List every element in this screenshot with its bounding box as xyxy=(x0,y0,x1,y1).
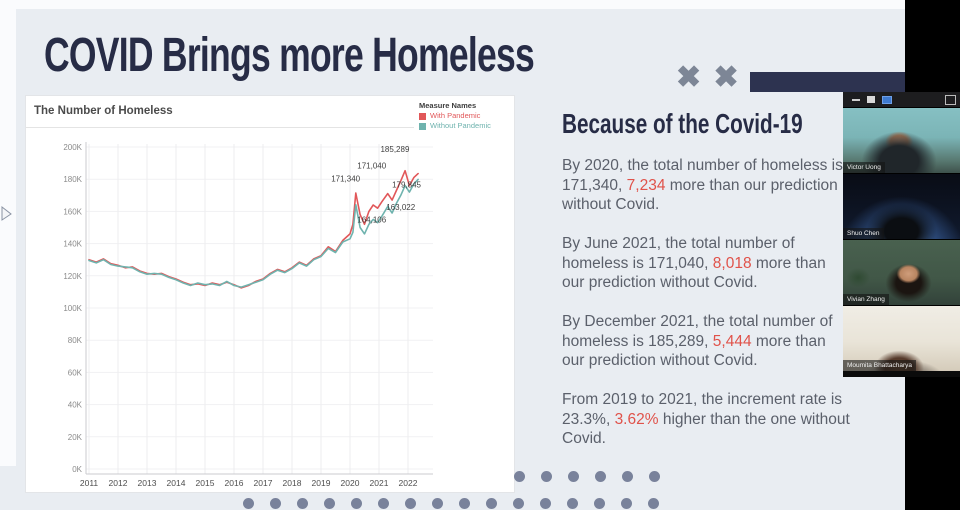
dot-decoration xyxy=(324,498,335,509)
dot-decoration xyxy=(514,471,525,482)
dot-decoration xyxy=(378,498,389,509)
dot-decoration xyxy=(486,498,497,509)
chart-title: The Number of Homeless xyxy=(34,105,173,117)
dot-decoration xyxy=(459,498,470,509)
paragraph: By December 2021, the total number of ho… xyxy=(562,313,833,370)
mouse-cursor-icon xyxy=(1,206,12,221)
chart-plot: 0K 20K 40K 60K 80K 100K 120K 140K 160K 180K 200K 20… xyxy=(63,142,433,488)
participant-name: Shuo Chen xyxy=(843,227,884,239)
svg-text:2011: 2011 xyxy=(80,478,99,488)
participant-name: Moumita Bhattacharya xyxy=(843,359,917,371)
svg-text:80K: 80K xyxy=(68,336,83,345)
legend-items: With Pandemic Without Pandemic xyxy=(419,111,513,131)
chart-title-divider xyxy=(26,127,414,128)
maximize-icon[interactable] xyxy=(867,96,875,103)
svg-text:2019: 2019 xyxy=(312,478,331,488)
svg-text:179,845: 179,845 xyxy=(392,180,421,189)
restore-window-icon[interactable] xyxy=(945,95,956,105)
svg-text:180K: 180K xyxy=(63,175,82,184)
svg-text:2017: 2017 xyxy=(254,478,273,488)
dot-decoration xyxy=(568,471,579,482)
slide-subheading: Because of the Covid-19 xyxy=(562,108,803,139)
paragraph: By 2020, the total number of homeless is… xyxy=(562,157,843,214)
x-marks-decoration-icon: ✖ ✖ xyxy=(676,61,741,94)
dots-row-bottom xyxy=(243,498,675,509)
dot-decoration xyxy=(513,498,524,509)
dot-decoration xyxy=(540,498,551,509)
dot-decoration xyxy=(567,498,578,509)
svg-text:2021: 2021 xyxy=(370,478,389,488)
participant-tile[interactable]: Victor Uong xyxy=(843,107,960,173)
paragraph: From 2019 to 2021, the increment rate is… xyxy=(562,391,850,448)
svg-text:185,289: 185,289 xyxy=(380,145,409,154)
svg-text:164,106: 164,106 xyxy=(357,216,386,225)
video-call-window: Victor Uong Shuo Chen Vivian Zhang Moumita … xyxy=(843,92,960,377)
svg-text:120K: 120K xyxy=(63,272,82,281)
svg-text:2022: 2022 xyxy=(399,478,418,488)
dot-decoration xyxy=(595,471,606,482)
highlighted-stat: 5,444 xyxy=(712,332,752,350)
highlighted-stat: 7,234 xyxy=(626,176,666,194)
svg-text:60K: 60K xyxy=(68,368,83,377)
svg-text:140K: 140K xyxy=(63,240,82,249)
svg-text:2015: 2015 xyxy=(196,478,215,488)
dot-decoration xyxy=(594,498,605,509)
slide-paragraphs: By 2020, the total number of homeless is… xyxy=(562,156,854,449)
dot-decoration xyxy=(648,498,659,509)
legend-label: With Pandemic xyxy=(430,111,481,120)
svg-text:2020: 2020 xyxy=(341,478,360,488)
participant-name: Vivian Zhang xyxy=(843,293,889,305)
dot-decoration xyxy=(649,471,660,482)
slide-title: COVID Brings more Homeless xyxy=(44,29,535,82)
dot-decoration xyxy=(243,498,254,509)
highlighted-stat: 3.62% xyxy=(614,410,659,428)
highlighted-stat: 8,018 xyxy=(712,254,752,272)
dot-decoration xyxy=(297,498,308,509)
participant-name: Victor Uong xyxy=(843,161,885,173)
dot-decoration xyxy=(432,498,443,509)
gallery-view-icon[interactable] xyxy=(882,95,892,104)
video-window-toolbar xyxy=(843,92,960,107)
paragraph: By June 2021, the total number of homele… xyxy=(562,235,826,292)
legend-item: With Pandemic xyxy=(419,111,513,120)
dots-row-top xyxy=(514,471,676,482)
participant-tile[interactable]: Vivian Zhang xyxy=(843,239,960,305)
svg-text:163,022: 163,022 xyxy=(386,203,415,212)
participant-list: Victor Uong Shuo Chen Vivian Zhang Moumita … xyxy=(843,107,960,371)
legend-item: Without Pandemic xyxy=(419,121,513,131)
minimize-icon[interactable] xyxy=(852,98,860,101)
svg-text:160K: 160K xyxy=(63,207,82,216)
participant-tile[interactable]: Shuo Chen xyxy=(843,173,960,239)
dot-decoration xyxy=(405,498,416,509)
dot-decoration xyxy=(270,498,281,509)
svg-text:171,040: 171,040 xyxy=(357,162,386,171)
svg-text:100K: 100K xyxy=(63,304,82,313)
dot-decoration xyxy=(541,471,552,482)
dot-decoration xyxy=(621,498,632,509)
svg-text:20K: 20K xyxy=(68,433,83,442)
participant-tile[interactable]: Moumita Bhattacharya xyxy=(843,305,960,371)
svg-text:200K: 200K xyxy=(63,143,82,152)
chart-legend: Measure Names With Pandemic Without Pande… xyxy=(419,101,513,131)
app-chrome-left-edge xyxy=(0,0,16,466)
svg-text:40K: 40K xyxy=(68,401,83,410)
navy-bar-decoration xyxy=(750,72,907,92)
app-chrome-top-edge xyxy=(0,0,905,9)
legend-swatch-icon xyxy=(419,122,426,130)
dot-decoration xyxy=(351,498,362,509)
legend-label: Without Pandemic xyxy=(430,121,491,131)
svg-text:2016: 2016 xyxy=(225,478,244,488)
dot-decoration xyxy=(622,471,633,482)
svg-text:2018: 2018 xyxy=(283,478,302,488)
svg-text:2013: 2013 xyxy=(138,478,157,488)
svg-text:171,340: 171,340 xyxy=(331,175,360,184)
svg-text:2012: 2012 xyxy=(109,478,128,488)
svg-text:0K: 0K xyxy=(72,465,82,474)
legend-title: Measure Names xyxy=(419,101,477,110)
slide-text-column: Because of the Covid-19 By 2020, the tot… xyxy=(562,108,854,468)
homeless-chart-card: 0K 20K 40K 60K 80K 100K 120K 140K 160K 180K 200K 20… xyxy=(25,95,515,493)
svg-text:2014: 2014 xyxy=(167,478,186,488)
legend-swatch-icon xyxy=(419,112,426,120)
